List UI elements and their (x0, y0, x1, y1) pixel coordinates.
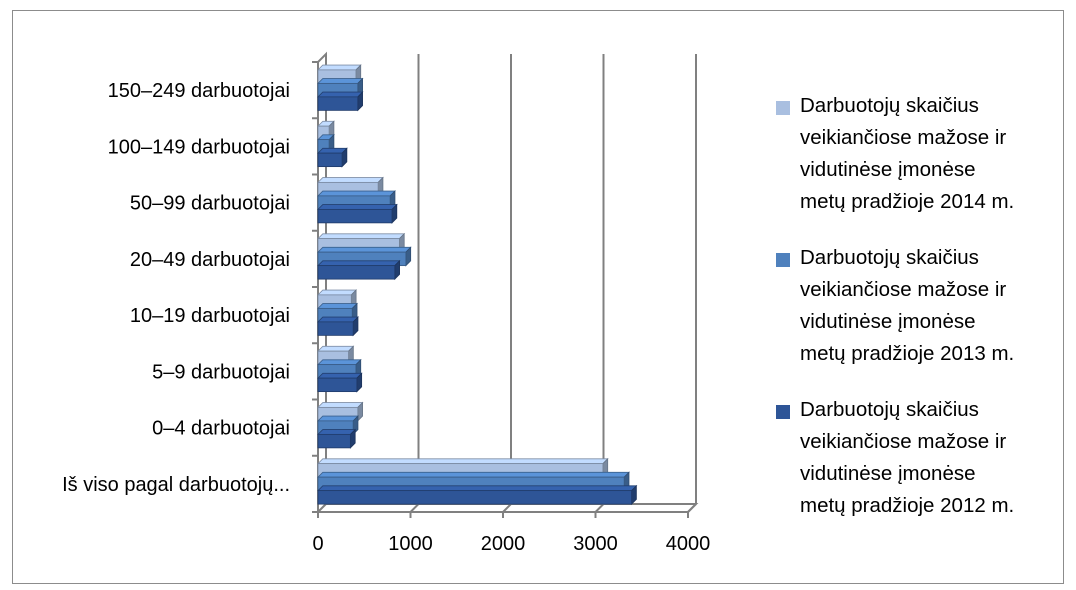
bar-6-2 (317, 428, 357, 449)
bar-1-2 (317, 147, 348, 168)
legend-label-2014: Darbuotojų skaičius veikiančiose mažose i… (800, 94, 1015, 213)
x-tick-label-2000: 2000 (481, 533, 526, 555)
chart-walls (315, 51, 699, 515)
bar-2-2 (317, 203, 398, 224)
x-tick-label-0: 0 (312, 533, 323, 555)
category-labels: 150–249 darbuotojai 100–149 darbuotojai 50… (62, 80, 290, 496)
legend-label-2013: Darbuotojų skaičius veikiančiose mažose i… (800, 246, 1015, 365)
category-label-0: 150–249 darbuotojai (108, 80, 290, 102)
floor-gridline-4000 (687, 503, 697, 513)
x-tick-label-1000: 1000 (388, 533, 433, 555)
bar-1-1 (317, 133, 335, 155)
category-label-5: 5–9 darbuotojai (152, 361, 290, 383)
legend-swatch-2013 (776, 253, 790, 267)
bar-0-2 (317, 91, 364, 112)
legend: Darbuotojų skaičius veikiančiose mažose i… (760, 90, 1070, 546)
legend-item-2012: Darbuotojų skaičius veikiančiose mažose i… (760, 394, 1070, 522)
x-tick-labels: 0 1000 2000 3000 4000 (312, 533, 710, 555)
bars-group (317, 64, 638, 506)
legend-swatch-2014 (776, 101, 790, 115)
legend-label-2012: Darbuotojų skaičius veikiančiose mažose i… (800, 398, 1015, 517)
floor-gridline-2000 (502, 503, 512, 513)
legend-item-2014: Darbuotojų skaičius veikiančiose mažose i… (760, 90, 1070, 218)
bar-7-2 (317, 484, 638, 506)
bar-5-2 (317, 372, 363, 393)
floor-gridline-1000 (409, 503, 420, 513)
category-label-4: 10–19 darbuotojai (130, 305, 290, 327)
floor-gridline-3000 (594, 503, 605, 513)
category-label-2: 50–99 darbuotojai (130, 193, 290, 215)
x-tick-label-3000: 3000 (573, 533, 618, 555)
legend-item-2013: Darbuotojų skaičius veikiančiose mažose i… (760, 242, 1070, 370)
x-tick-label-4000: 4000 (666, 533, 711, 555)
category-label-7: Iš viso pagal darbuotojų... (62, 474, 290, 496)
gridlines (312, 54, 697, 518)
category-label-6: 0–4 darbuotojai (152, 418, 290, 440)
bar-3-2 (317, 259, 401, 281)
category-label-3: 20–49 darbuotojai (130, 249, 290, 271)
legend-swatch-2012 (776, 405, 790, 419)
bar-4-2 (317, 316, 359, 337)
category-label-1: 100–149 darbuotojai (108, 136, 290, 158)
